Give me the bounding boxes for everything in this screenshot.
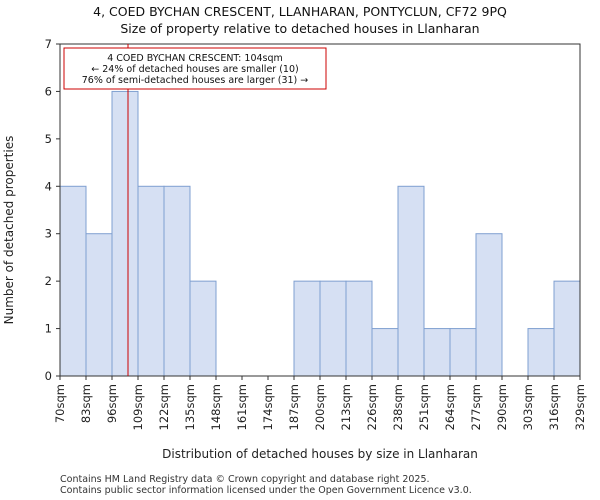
bar-109sqm [137,185,165,377]
bars-group [59,90,581,377]
y-tick-label: 5 [45,132,52,146]
plot-frame [59,43,581,377]
bar-238sqm [397,185,425,377]
bar-264sqm [449,328,477,377]
chart-title-line2: Size of property relative to detached ho… [120,21,480,36]
y-tick-label: 0 [45,369,52,383]
footer-line1: Contains HM Land Registry data © Crown c… [60,474,430,485]
chart-title-line1: 4, COED BYCHAN CRESCENT, LLANHARAN, PONT… [93,4,507,19]
x-tick-label: 174sqm [261,384,275,430]
y-tick-label: 4 [45,179,52,193]
x-tick-label: 213sqm [339,384,353,430]
x-tick-label: 109sqm [131,384,145,430]
y-tick-label: 1 [45,322,52,336]
y-axis-label: Number of detached properties [2,136,16,325]
x-tick-label: 187sqm [287,384,301,430]
bar-96sqm [111,90,139,377]
y-tick-label: 3 [45,227,52,241]
bar-303sqm [527,328,555,377]
annotation-line-3: 76% of semi-detached houses are larger (… [82,75,309,86]
x-tick-label: 96sqm [105,384,119,423]
bar-187sqm [293,280,321,377]
x-tick-label: 251sqm [417,384,431,430]
x-tick-label: 148sqm [209,384,223,430]
bar-135sqm [189,280,217,377]
bar-122sqm [163,185,191,377]
x-tick-label: 135sqm [183,384,197,430]
annotation-line-2: ← 24% of detached houses are smaller (10… [91,64,298,75]
bar-251sqm [423,328,451,377]
x-tick-label: 83sqm [79,384,93,423]
footer-line2: Contains public sector information licen… [60,485,472,496]
x-axis-ticks: 70sqm 83sqm 96sqm 109sqm 122sqm 135sqm 148sqm 1… [53,376,587,430]
bar-83sqm [85,233,113,377]
bar-70sqm [59,185,87,377]
x-tick-label: 303sqm [521,384,535,430]
bar-226sqm [371,328,399,377]
y-tick-label: 7 [45,37,52,51]
y-axis-ticks: 0 1 2 3 4 5 6 7 [45,37,60,383]
y-tick-label: 2 [45,274,52,288]
x-tick-label: 316sqm [547,384,561,430]
x-tick-label: 70sqm [53,384,67,423]
bar-213sqm [345,280,373,377]
x-tick-label: 226sqm [365,384,379,430]
bar-277sqm [475,233,503,377]
annotation-box: 4 COED BYCHAN CRESCENT: 104sqm← 24% of d… [63,47,327,90]
x-tick-label: 264sqm [443,384,457,430]
bar-316sqm [553,280,581,377]
x-tick-label: 329sqm [573,384,587,430]
x-tick-label: 238sqm [391,384,405,430]
bar-200sqm [319,280,347,377]
annotation-line-1: 4 COED BYCHAN CRESCENT: 104sqm [107,53,283,64]
x-tick-label: 161sqm [235,384,249,430]
x-axis-label: Distribution of detached houses by size … [162,447,478,461]
x-tick-label: 277sqm [469,384,483,430]
x-tick-label: 200sqm [313,384,327,430]
annotation-frame [63,47,327,90]
x-tick-label: 122sqm [157,384,171,430]
y-tick-label: 6 [45,84,52,98]
x-tick-label: 290sqm [495,384,509,430]
